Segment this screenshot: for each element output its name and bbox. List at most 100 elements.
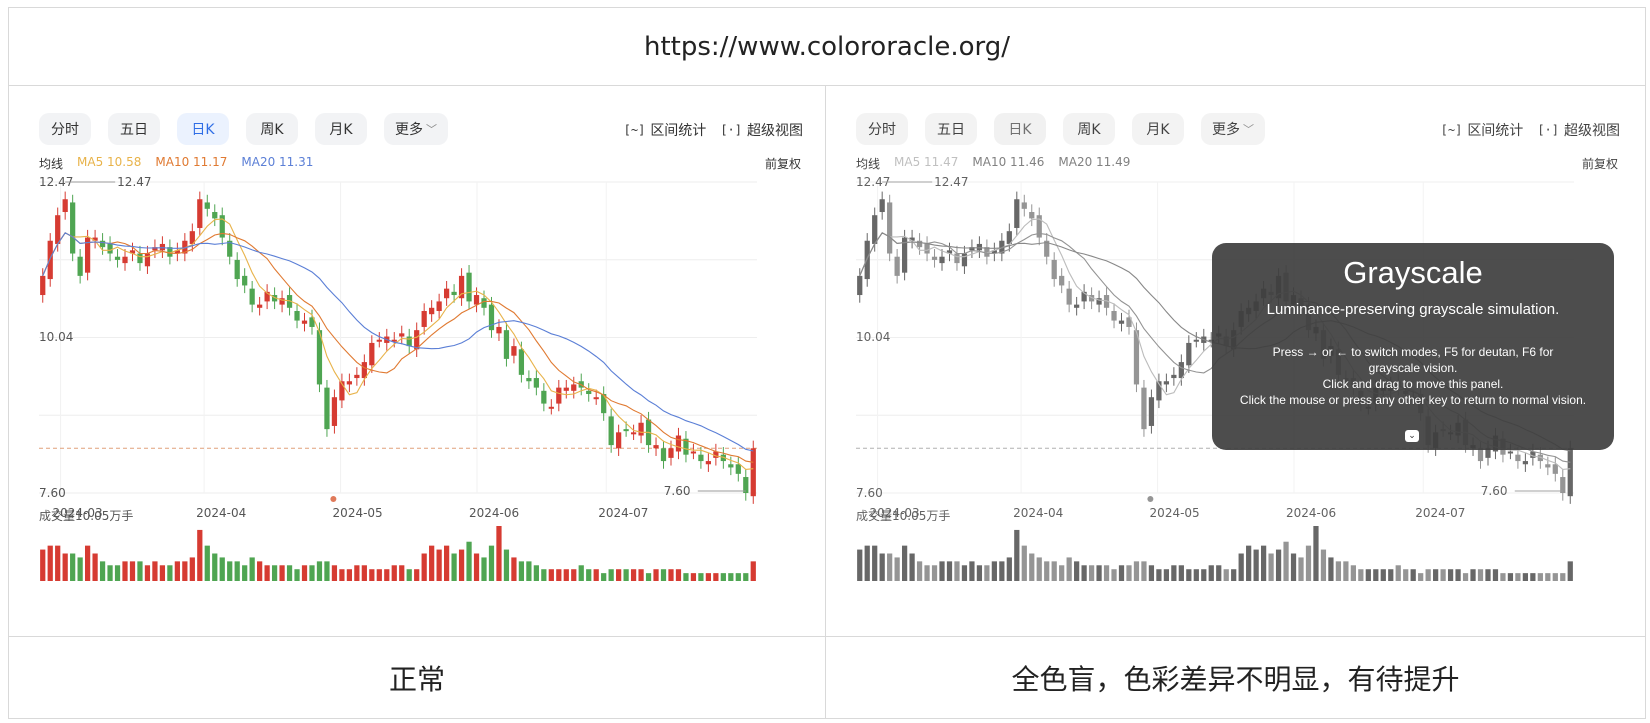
candle-body bbox=[1567, 448, 1573, 497]
volume-bar bbox=[174, 561, 180, 581]
candle-body bbox=[954, 253, 960, 264]
ma20-line bbox=[42, 232, 754, 452]
normal-chart-panel: 分时 五日 日K 周K 月K 更多 ﹀ [~] 区间统计 [·] 超级视图 均线 MA… bbox=[9, 86, 825, 636]
volume-bar bbox=[1560, 573, 1566, 581]
source-url: https://www.colororacle.org/ bbox=[643, 31, 1011, 62]
volume-bar bbox=[630, 569, 637, 581]
volume-bar bbox=[1216, 565, 1222, 581]
candle-body bbox=[698, 454, 704, 462]
tab-daily-k-gray[interactable]: 日K bbox=[994, 113, 1046, 145]
volume-bar bbox=[1260, 545, 1267, 581]
overlay-dropdown-button[interactable]: ⌄ bbox=[1405, 430, 1419, 442]
candle-body bbox=[339, 381, 345, 401]
tab-five-day-gray[interactable]: 五日 bbox=[925, 113, 977, 145]
super-view-button-gray[interactable]: [·] 超级视图 bbox=[1537, 120, 1620, 140]
tab-more-gray[interactable]: 更多 ﹀ bbox=[1201, 113, 1265, 145]
volume-bar bbox=[1545, 573, 1551, 581]
adjust-mode[interactable]: 前复权 bbox=[764, 157, 801, 171]
candle-body bbox=[84, 237, 91, 273]
candle-body bbox=[429, 307, 435, 315]
tab-monthly-k[interactable]: 月K bbox=[315, 113, 367, 145]
volume-bar bbox=[1044, 561, 1050, 581]
volume-bar bbox=[137, 561, 143, 581]
volume-bar bbox=[227, 561, 233, 581]
grayscale-overlay-panel[interactable]: Grayscale Luminance-preserving grayscale… bbox=[1212, 243, 1614, 450]
volume-bar bbox=[1433, 569, 1439, 581]
overlay-help-line: Click and drag to move this panel. bbox=[1322, 377, 1504, 391]
candle-body bbox=[518, 349, 525, 375]
volume-bar bbox=[1410, 569, 1416, 581]
ma-legend: 均线 MA5 10.58 MA10 11.17 MA20 11.31 bbox=[39, 155, 313, 172]
border-right bbox=[1645, 7, 1646, 719]
candle-body bbox=[204, 202, 210, 209]
max-marker-label: 12.47 bbox=[934, 175, 968, 189]
volume-bar bbox=[1335, 561, 1342, 581]
volume-bar bbox=[518, 561, 525, 581]
volume-bar bbox=[1522, 573, 1529, 581]
candle-body bbox=[586, 390, 592, 395]
candle-body bbox=[578, 381, 584, 388]
candle-body bbox=[1515, 454, 1521, 462]
candle-body bbox=[257, 304, 263, 308]
candle-body bbox=[675, 435, 682, 452]
volume-bar bbox=[939, 561, 945, 581]
volume-bar bbox=[1014, 529, 1020, 581]
volume-bar bbox=[705, 573, 712, 581]
candle-body bbox=[1088, 295, 1095, 302]
candle-body bbox=[1141, 387, 1147, 430]
candle-body bbox=[1014, 199, 1020, 228]
super-view-button[interactable]: [·] 超级视图 bbox=[720, 120, 803, 140]
volume-bar bbox=[1440, 569, 1446, 581]
volume-bar bbox=[1298, 557, 1304, 581]
tab-daily-k[interactable]: 日K bbox=[177, 113, 229, 145]
volume-bar bbox=[204, 545, 210, 581]
volume-bar bbox=[361, 565, 367, 581]
volume-bar bbox=[1507, 573, 1514, 581]
volume-bar bbox=[114, 565, 121, 581]
range-stats-button[interactable]: [~] 区间统计 bbox=[624, 120, 707, 140]
tab-five-day[interactable]: 五日 bbox=[108, 113, 160, 145]
tab-weekly-k[interactable]: 周K bbox=[246, 113, 298, 145]
volume-bar bbox=[1051, 561, 1057, 581]
candle-body bbox=[1186, 342, 1192, 366]
volume-bar bbox=[887, 553, 893, 581]
candle-body bbox=[1051, 259, 1057, 280]
volume-bar bbox=[924, 565, 930, 581]
tab-weekly-k-gray[interactable]: 周K bbox=[1063, 113, 1115, 145]
volume-bar bbox=[249, 557, 255, 581]
volume-bar bbox=[1186, 569, 1192, 581]
volume-bar bbox=[1537, 573, 1543, 581]
overlay-help-line: grayscale vision. bbox=[1368, 361, 1458, 375]
candle-body bbox=[436, 301, 442, 311]
candle-body bbox=[399, 333, 405, 337]
volume-bar bbox=[182, 561, 188, 581]
volume-bar bbox=[1074, 561, 1080, 581]
candle-body bbox=[354, 374, 360, 379]
candle-body bbox=[197, 199, 203, 228]
volume-bar bbox=[301, 565, 308, 581]
candle-body bbox=[1552, 464, 1558, 474]
volume-bar bbox=[1029, 553, 1035, 581]
chevron-down-icon: ﹀ bbox=[426, 123, 437, 136]
candle-body bbox=[653, 445, 659, 449]
ma10-value-gray: MA10 11.46 bbox=[972, 155, 1045, 169]
candle-body bbox=[690, 451, 697, 454]
tab-more[interactable]: 更多 ﹀ bbox=[384, 113, 448, 145]
tab-intraday[interactable]: 分时 bbox=[39, 113, 91, 145]
volume-bar bbox=[1552, 573, 1558, 581]
volume-bar bbox=[384, 569, 390, 581]
overlay-help: Press → or ← to switch modes, F5 for deu… bbox=[1212, 344, 1614, 408]
tab-monthly-k-gray[interactable]: 月K bbox=[1132, 113, 1184, 145]
candle-body bbox=[533, 378, 539, 388]
volume-bar bbox=[1126, 565, 1132, 581]
border-top bbox=[8, 7, 1646, 8]
candle-body bbox=[593, 397, 599, 400]
adjust-mode-gray[interactable]: 前复权 bbox=[1581, 157, 1618, 171]
overlay-help-line: Click the mouse or press any other key t… bbox=[1239, 393, 1587, 407]
candle-body bbox=[1118, 320, 1125, 324]
border-left bbox=[8, 7, 9, 719]
range-stats-button-gray[interactable]: [~] 区间统计 bbox=[1441, 120, 1524, 140]
super-view-label-gray: 超级视图 bbox=[1564, 123, 1620, 139]
tab-intraday-gray[interactable]: 分时 bbox=[856, 113, 908, 145]
volume-bar bbox=[872, 545, 878, 581]
